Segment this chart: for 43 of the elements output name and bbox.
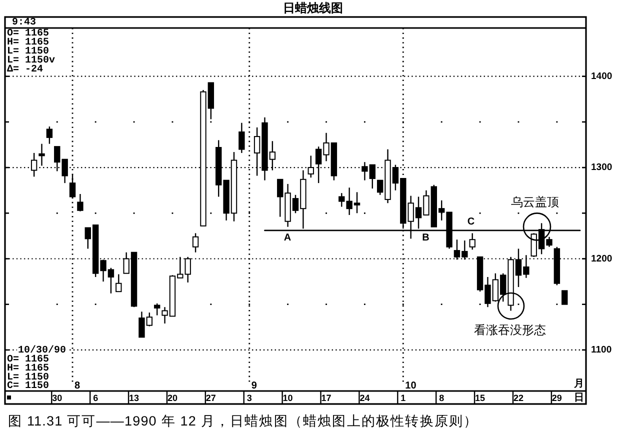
y-tick-label: 1200 — [591, 253, 612, 264]
candlestick — [562, 290, 568, 305]
y-tick-label: 1100 — [591, 344, 612, 356]
annotation: 8 — [74, 380, 81, 392]
annotation: C — [467, 216, 475, 228]
candlestick — [77, 193, 84, 212]
x-tick-label: 10 — [282, 393, 293, 403]
x-tick-label: 30 — [52, 393, 62, 403]
candlestick — [154, 302, 160, 316]
annotation: Δ= -24 — [7, 64, 44, 76]
y-tick-label: 1300 — [591, 162, 612, 174]
x-tick-label: 8 — [439, 393, 444, 403]
candlestick — [30, 152, 38, 178]
annotation: C= 1150 — [7, 381, 50, 392]
candlestick — [38, 143, 45, 166]
x-tick-label: 17 — [321, 393, 332, 403]
chart-title: 日蜡烛线图 — [283, 1, 343, 15]
annotation: 10 — [405, 380, 417, 392]
x-tick-label: 27 — [206, 393, 216, 403]
x-tick-label: 6 — [93, 393, 98, 403]
x-tick-label: 1 — [400, 393, 406, 403]
x-tick-label: 29 — [552, 393, 562, 403]
x-axis-title: 日 — [574, 392, 584, 404]
annotation: 9:43 — [12, 18, 36, 28]
annotation: B — [422, 232, 430, 244]
annotation: 月 — [573, 378, 584, 390]
candlestick — [238, 122, 245, 154]
x-tick-label: 15 — [475, 393, 486, 403]
annotation: A — [284, 232, 292, 244]
annotation: 乌云盖顶 — [511, 195, 559, 209]
x-tick-label: 24 — [360, 393, 370, 403]
y-tick-label: 1400 — [591, 70, 612, 82]
candlestick — [116, 274, 122, 292]
x-tick-label: 13 — [129, 393, 140, 403]
x-tick-label: 20 — [167, 393, 178, 403]
x-tick-label: 3 — [246, 393, 252, 403]
caption: 图 11.31 可可——1990 年 12 月，日蜡烛图（蜡烛图上的极性转换原则） — [8, 414, 478, 428]
candlestick — [192, 232, 199, 253]
annotation: 9 — [251, 380, 258, 392]
candlestick — [469, 232, 476, 250]
x-tick-label: 22 — [513, 393, 524, 403]
annotation: 看涨吞没形态 — [474, 323, 546, 337]
candlestick — [46, 126, 53, 144]
